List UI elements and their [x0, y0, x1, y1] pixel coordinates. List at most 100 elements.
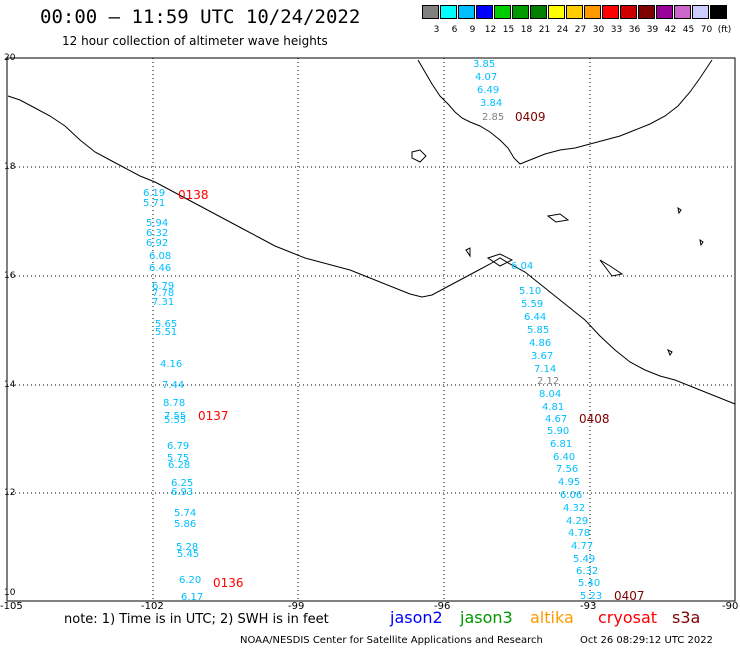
legend-swatch	[566, 5, 583, 19]
y-tick-16: 16	[4, 271, 16, 281]
legend-swatch	[422, 5, 439, 19]
track1-pass-id: 0138	[178, 188, 209, 202]
legend-swatch	[692, 5, 709, 19]
legend-swatch	[620, 5, 637, 19]
track3-wave-label: 6.06	[560, 490, 582, 501]
track2-wave-label: 4.07	[475, 72, 497, 83]
x-tick-99: -99	[288, 601, 305, 612]
track3-wave-label: 6.44	[524, 312, 546, 323]
legend-label: 21	[538, 25, 551, 35]
track1-wave-label: 6.32	[146, 228, 168, 239]
legend-label: (ft)	[717, 25, 732, 35]
track3-wave-label: 4.81	[542, 402, 564, 413]
generated-timestamp: Oct 26 08:29:12 UTC 2022	[580, 635, 713, 646]
track3-wave-label: 6.81	[550, 439, 572, 450]
track1-wave-label: 5.51	[155, 327, 177, 338]
track1-wave-label: 5.71	[143, 198, 165, 209]
legend-swatch	[530, 5, 547, 19]
track1-wave-label: 6.79	[167, 441, 189, 452]
track3-wave-label: 6.32	[576, 566, 598, 577]
x-tick-102: -102	[141, 601, 164, 612]
legend-label: 45	[682, 25, 695, 35]
x-tick-93: -93	[580, 601, 597, 612]
track1-wave-label: 5.86	[174, 519, 196, 530]
track3-wave-label: 5.40	[578, 578, 600, 589]
track2-wave-label: 6.49	[477, 85, 499, 96]
legend-label: 3	[433, 25, 440, 35]
track1-wave-label: 7.55	[164, 411, 186, 422]
legend-swatch	[440, 5, 457, 19]
sat-s3a: s3a	[672, 608, 701, 627]
track2-wave-label: 3.84	[480, 98, 502, 109]
x-tick-96: -96	[434, 601, 451, 612]
track3-wave-label: 7.14	[534, 364, 556, 375]
legend-swatch	[494, 5, 511, 19]
track3-wave-label: 6.04	[511, 261, 533, 272]
track2-pass-id: 0409	[515, 110, 546, 124]
track1-pass-id: 0137	[198, 409, 229, 423]
track1-wave-label: 6.19	[143, 188, 165, 199]
legend-label: 15	[502, 25, 515, 35]
credit-line: NOAA/NESDIS Center for Satellite Applica…	[240, 635, 543, 646]
track1-wave-label: 6.17	[181, 592, 203, 603]
track1-wave-label: 5.75	[167, 453, 189, 464]
track3-wave-label: 5.23	[580, 591, 602, 602]
coastline	[7, 59, 736, 405]
y-tick-20: 20	[4, 53, 16, 63]
legend-label: 9	[469, 25, 476, 35]
legend-label: 33	[610, 25, 623, 35]
page-subtitle: 12 hour collection of altimeter wave hei…	[62, 34, 328, 48]
track3-wave-label: 7.56	[556, 464, 578, 475]
legend-swatch	[548, 5, 565, 19]
track1-wave-label: 6.46	[149, 263, 171, 274]
track1-wave-label: 5.55	[164, 415, 186, 426]
track3-wave-label: 6.40	[553, 452, 575, 463]
track3-wave-label: 4.77	[571, 541, 593, 552]
track1-wave-label: 5.28	[176, 542, 198, 553]
legend-label: 18	[520, 25, 533, 35]
y-tick-12: 12	[4, 488, 16, 498]
track1-wave-label: 6.20	[179, 575, 201, 586]
y-tick-10: 10	[4, 588, 16, 598]
map-frame	[6, 57, 736, 602]
track3-wave-label: 5.49	[573, 554, 595, 565]
track1-wave-label: 6.28	[168, 460, 190, 471]
track1-wave-label: 6.93	[171, 487, 193, 498]
wave-height-labels: 6.195.715.946.326.926.086.466.797.787.31…	[143, 59, 645, 603]
track1-wave-label: 5.74	[174, 508, 196, 519]
track3-wave-label: 5.90	[547, 426, 569, 437]
track3-wave-label: 8.04	[539, 389, 561, 400]
legend-label: 6	[451, 25, 458, 35]
legend-label: 24	[556, 25, 569, 35]
track1-wave-label: 6.25	[171, 478, 193, 489]
track3-wave-label: 4.78	[568, 528, 590, 539]
track3-wave-label: 3.67	[531, 351, 553, 362]
sat-jason2: jason2	[390, 608, 443, 627]
legend-label: 42	[664, 25, 677, 35]
track3-pass-id: 0408	[579, 412, 610, 426]
track1-pass-id: 0136	[213, 576, 244, 590]
track3-wave-label: 2.12	[537, 376, 559, 387]
legend-swatch	[674, 5, 691, 19]
track3-wave-label: 5.10	[519, 286, 541, 297]
track1-wave-label: 5.94	[146, 218, 168, 229]
legend-swatch	[512, 5, 529, 19]
legend-label: 30	[592, 25, 605, 35]
footer-note: note: 1) Time is in UTC; 2) SWH is in fe…	[64, 612, 329, 627]
legend-label: 36	[628, 25, 641, 35]
track3-pass-id: 0407	[614, 589, 645, 603]
track2-wave-label: 3.85	[473, 59, 495, 70]
legend-label: 12	[484, 25, 497, 35]
track1-wave-label: 8.78	[163, 398, 185, 409]
legend-label: 70	[700, 25, 713, 35]
sat-altika: altika	[530, 608, 574, 627]
sat-cryosat: cryosat	[598, 608, 658, 627]
track1-wave-label: 6.08	[149, 251, 171, 262]
track3-wave-label: 4.86	[529, 338, 551, 349]
track3-wave-label: 5.59	[521, 299, 543, 310]
track1-wave-label: 7.44	[162, 380, 184, 391]
islands	[411, 149, 704, 357]
legend-swatch	[602, 5, 619, 19]
y-tick-14: 14	[4, 380, 16, 390]
